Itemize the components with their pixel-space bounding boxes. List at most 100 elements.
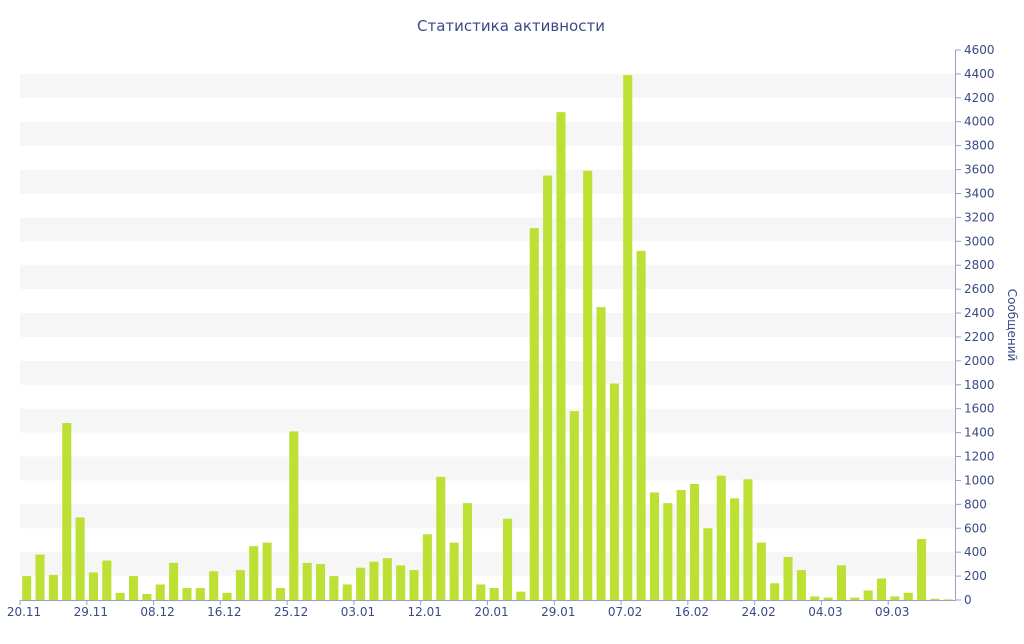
bar	[262, 542, 272, 600]
bars-group	[22, 75, 953, 601]
y-tick-label: 4600	[964, 43, 995, 57]
bar	[609, 383, 619, 600]
y-tick-label: 3000	[964, 234, 995, 248]
bar	[676, 490, 686, 600]
bar	[917, 539, 927, 600]
x-tick-label: 24.02	[741, 605, 775, 619]
y-axis-title: Сообщений	[1005, 289, 1019, 362]
bar	[663, 503, 673, 600]
grid-bands	[20, 73, 955, 577]
x-tick-label: 09.03	[875, 605, 909, 619]
bar	[209, 571, 219, 600]
grid-band	[20, 217, 955, 242]
bar	[730, 498, 740, 600]
bar	[930, 598, 940, 600]
bar	[943, 599, 953, 600]
y-tick-label: 4000	[964, 115, 995, 129]
bar	[703, 528, 713, 600]
bar	[275, 588, 285, 600]
bar	[422, 534, 432, 600]
bar	[890, 596, 900, 600]
bar	[649, 492, 659, 600]
x-tick-label: 25.12	[274, 605, 308, 619]
bar	[876, 578, 887, 600]
bar	[75, 517, 85, 600]
bar	[115, 592, 125, 600]
y-tick-label: 1800	[964, 378, 995, 392]
bar	[489, 588, 499, 600]
y-tick-label: 2200	[964, 330, 995, 344]
bar	[169, 562, 179, 600]
grid-band	[20, 360, 955, 385]
bar	[102, 560, 112, 600]
bar	[22, 576, 32, 600]
bar	[810, 596, 820, 600]
bar	[222, 592, 232, 600]
bar	[462, 503, 472, 600]
x-tick-label: 12.01	[408, 605, 442, 619]
y-tick-label: 600	[964, 521, 987, 535]
grid-band	[20, 169, 955, 194]
grid-band	[20, 504, 955, 529]
bar	[716, 475, 726, 600]
x-tick-label: 20.01	[474, 605, 508, 619]
bar	[623, 75, 633, 601]
bar	[449, 542, 459, 600]
grid-band	[20, 121, 955, 146]
bar	[543, 175, 553, 601]
bar	[142, 594, 152, 600]
y-tick-label: 200	[964, 569, 987, 583]
bar	[382, 558, 392, 600]
bar	[516, 591, 526, 600]
bar	[836, 565, 846, 600]
bar	[289, 431, 299, 600]
bar	[155, 584, 165, 600]
bar	[583, 170, 593, 600]
bar	[369, 561, 379, 600]
bar	[195, 588, 205, 600]
y-tick-label: 3400	[964, 186, 995, 200]
bar	[756, 542, 766, 600]
bar	[796, 570, 806, 600]
y-tick-label: 2400	[964, 306, 995, 320]
x-tick-label: 29.11	[74, 605, 108, 619]
bar	[743, 479, 753, 600]
bar	[182, 588, 192, 600]
grid-band	[20, 408, 955, 433]
grid-band	[20, 456, 955, 481]
y-tick-label: 3800	[964, 139, 995, 153]
bar	[556, 112, 566, 601]
grid-band	[20, 552, 955, 577]
x-tick-label: 20.11	[7, 605, 41, 619]
bar	[409, 570, 419, 600]
bar	[863, 590, 873, 600]
x-tick-label: 03.01	[341, 605, 375, 619]
x-axis-ticks: 20.11 29.11 08.12 16.12 25.12 03.01 12.01 20.01…	[7, 600, 909, 619]
x-tick-label: 16.12	[207, 605, 241, 619]
bar	[329, 576, 339, 600]
bar	[342, 584, 352, 600]
bar	[48, 574, 58, 600]
y-tick-label: 2600	[964, 282, 995, 296]
bar	[302, 562, 312, 600]
y-tick-label: 1000	[964, 473, 995, 487]
y-tick-label: 3200	[964, 210, 995, 224]
y-tick-label: 4400	[964, 67, 995, 81]
y-tick-label: 1600	[964, 402, 995, 416]
bar	[315, 564, 326, 600]
bar	[235, 570, 245, 600]
bar	[436, 476, 446, 600]
bar	[823, 597, 833, 600]
bar	[356, 567, 366, 600]
bar	[596, 307, 606, 600]
bar	[903, 592, 913, 600]
x-tick-label: 16.02	[675, 605, 709, 619]
bar	[35, 554, 45, 600]
bar	[88, 572, 98, 600]
bar	[689, 484, 700, 600]
bar	[502, 518, 513, 600]
y-tick-label: 1400	[964, 426, 995, 440]
bar	[569, 411, 579, 600]
